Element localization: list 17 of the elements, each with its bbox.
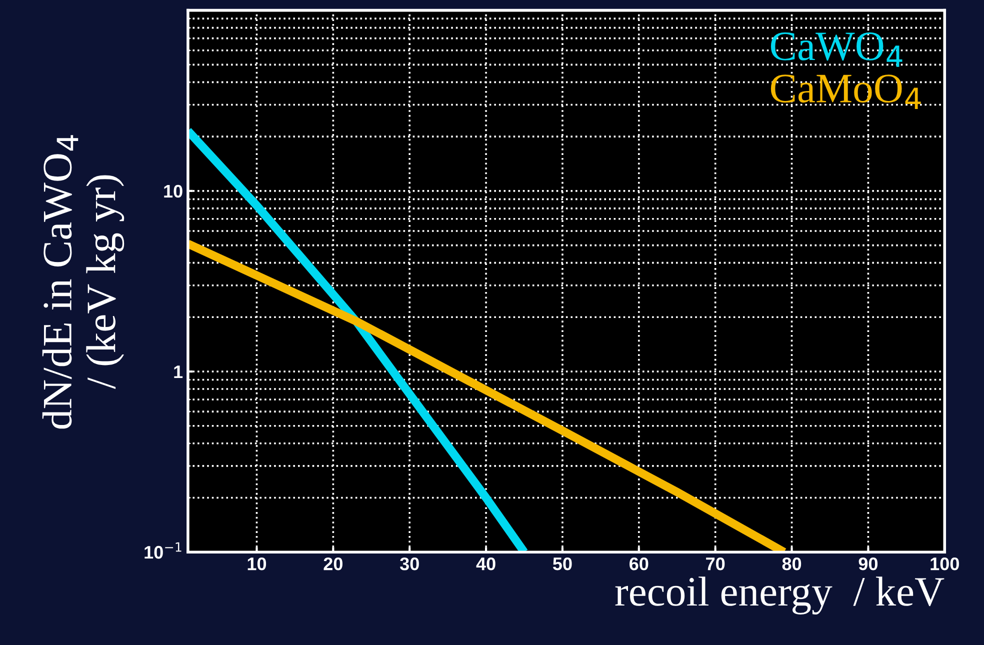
- text: CaWO$_{4}$: [770, 32, 902, 67]
- x-tick-label: 70: [706, 557, 725, 570]
- x-tick-label: 100: [930, 557, 959, 570]
- y-tick-label: 1: [174, 366, 183, 378]
- x-tick-label: 80: [782, 557, 802, 570]
- x-tick-label: 90: [858, 557, 878, 570]
- y-tick-label: 10$^{−1}$: [144, 542, 182, 559]
- x-tick-label: 30: [400, 557, 419, 570]
- y-tick-label: 10: [164, 184, 182, 198]
- x-tick-label: 20: [324, 557, 342, 570]
- x-axis-title: recoil energy / keV: [615, 576, 944, 614]
- y-axis-title: dN/dE in CaWO$_{4}$ / (keV kg yr): [42, 135, 124, 429]
- text: CaMoO$_{4}$: [770, 74, 921, 110]
- x-tick-label: 10: [248, 557, 266, 570]
- x-tick-label: 40: [476, 557, 496, 570]
- x-tick-label: 60: [630, 557, 648, 570]
- x-tick-label: 50: [552, 557, 572, 570]
